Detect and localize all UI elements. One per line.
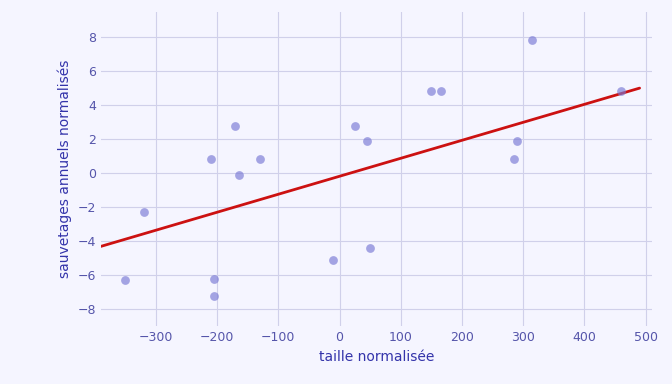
Point — [527, 36, 538, 43]
Y-axis label: sauvetages annuels normalisés: sauvetages annuels normalisés — [57, 60, 72, 278]
Point — [512, 138, 523, 144]
Point — [230, 123, 241, 129]
Point — [349, 123, 360, 129]
Point — [328, 257, 339, 263]
Point — [616, 88, 626, 94]
Point — [209, 293, 220, 299]
Point — [435, 88, 446, 94]
Point — [233, 172, 244, 178]
Point — [362, 138, 372, 144]
Point — [365, 245, 376, 251]
Point — [209, 276, 220, 282]
Point — [255, 156, 265, 162]
X-axis label: taille normalisée: taille normalisée — [319, 350, 434, 364]
Point — [426, 88, 437, 94]
Point — [138, 209, 149, 215]
Point — [206, 156, 216, 162]
Point — [120, 277, 130, 283]
Point — [509, 156, 519, 162]
